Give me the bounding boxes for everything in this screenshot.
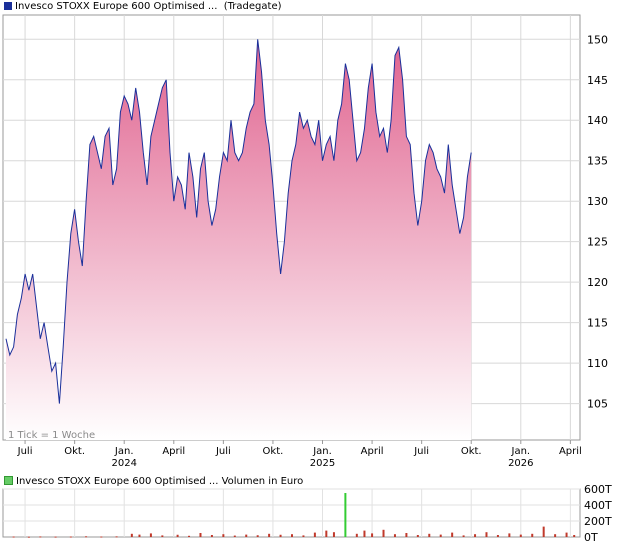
volume-bar bbox=[115, 536, 118, 538]
volume-bar bbox=[210, 535, 213, 537]
y-tick-label: 130 bbox=[587, 195, 608, 208]
volume-y-axis: 600T 400T 200T 0T bbox=[584, 483, 612, 544]
volume-y-tick-label: 0T bbox=[584, 531, 598, 544]
volume-bar bbox=[256, 535, 259, 537]
volume-bar bbox=[428, 533, 431, 537]
volume-chart-title: Invesco STOXX Europe 600 Optimised ... V… bbox=[16, 476, 304, 487]
volume-bar bbox=[130, 533, 133, 537]
y-tick-label: 135 bbox=[587, 155, 608, 168]
y-tick-label: 145 bbox=[587, 74, 608, 87]
price-chart-source: (Tradegate) bbox=[223, 1, 282, 12]
volume-bar bbox=[485, 532, 488, 537]
volume-bar bbox=[363, 530, 366, 537]
volume-bar bbox=[508, 533, 511, 537]
volume-bar bbox=[439, 534, 442, 537]
price-y-axis: 105 110 115 120 125 130 135 140 145 150 bbox=[587, 33, 608, 410]
volume-bar bbox=[233, 535, 236, 537]
volume-y-tick-label: 200T bbox=[584, 515, 612, 528]
volume-bar bbox=[138, 534, 141, 537]
volume-bar bbox=[474, 534, 477, 537]
volume-bar bbox=[332, 532, 335, 537]
volume-bar bbox=[27, 536, 30, 538]
volume-bar bbox=[199, 533, 202, 537]
volume-chart-legend: Invesco STOXX Europe 600 Optimised ... V… bbox=[4, 476, 303, 488]
volume-bar bbox=[531, 533, 534, 537]
price-area bbox=[6, 39, 472, 441]
volume-bar bbox=[355, 533, 358, 537]
volume-bar bbox=[149, 533, 152, 537]
volume-bar bbox=[565, 532, 568, 537]
y-tick-label: 115 bbox=[587, 317, 608, 330]
volume-y-tick-label: 400T bbox=[584, 499, 612, 512]
tick-note: 1 Tick = 1 Woche bbox=[8, 430, 95, 441]
y-tick-label: 110 bbox=[587, 357, 608, 370]
x-tick-label: Jan. bbox=[511, 446, 531, 457]
volume-bar bbox=[100, 536, 103, 538]
x-tick-label: April bbox=[162, 446, 185, 457]
volume-bars bbox=[12, 493, 576, 538]
price-line bbox=[5, 39, 472, 404]
x-tick-label: Okt. bbox=[64, 446, 85, 457]
volume-bar bbox=[222, 534, 225, 537]
x-tick-label: Juli bbox=[413, 446, 429, 457]
y-tick-label: 140 bbox=[587, 114, 608, 127]
volume-bar bbox=[382, 529, 385, 537]
x-tick-label: Okt. bbox=[461, 446, 482, 457]
volume-grid bbox=[3, 488, 580, 537]
volume-bar bbox=[405, 533, 408, 537]
volume-bar bbox=[69, 536, 72, 538]
y-tick-label: 120 bbox=[587, 276, 608, 289]
volume-bar bbox=[344, 493, 347, 537]
x-tick-year: 2026 bbox=[508, 458, 533, 469]
volume-bar bbox=[371, 533, 374, 537]
volume-plot-area bbox=[2, 488, 581, 538]
volume-bar bbox=[245, 534, 248, 537]
volume-bar bbox=[176, 534, 179, 537]
volume-bar bbox=[542, 526, 545, 537]
volume-bar bbox=[451, 532, 454, 537]
x-tick-label: April bbox=[559, 446, 582, 457]
volume-bar bbox=[54, 536, 57, 538]
y-tick-label: 150 bbox=[587, 33, 608, 46]
volume-bar bbox=[393, 534, 396, 537]
price-series-swatch bbox=[4, 2, 12, 10]
y-tick-label: 125 bbox=[587, 236, 608, 249]
x-tick-label: Okt. bbox=[263, 446, 284, 457]
volume-bar bbox=[85, 536, 88, 538]
volume-bar bbox=[268, 533, 271, 537]
x-tick-year: 2025 bbox=[310, 458, 335, 469]
volume-bar bbox=[554, 534, 557, 537]
x-tick-label: April bbox=[361, 446, 384, 457]
x-tick-label: Juli bbox=[215, 446, 231, 457]
volume-bar bbox=[279, 534, 282, 537]
volume-bar bbox=[496, 535, 499, 537]
volume-bar bbox=[188, 535, 191, 537]
volume-bar bbox=[39, 536, 42, 538]
x-tick-label: Jan. bbox=[312, 446, 332, 457]
y-tick-label: 105 bbox=[587, 398, 608, 411]
volume-series-swatch bbox=[4, 476, 13, 485]
price-chart-legend: Invesco STOXX Europe 600 Optimised ... (… bbox=[4, 1, 282, 13]
volume-y-tick-label: 600T bbox=[584, 483, 612, 496]
volume-bar bbox=[519, 534, 522, 537]
volume-bar bbox=[325, 530, 328, 537]
x-tick-year: 2024 bbox=[111, 458, 136, 469]
volume-bar bbox=[416, 535, 419, 537]
price-chart-title: Invesco STOXX Europe 600 Optimised ... bbox=[15, 1, 218, 12]
volume-bar bbox=[291, 534, 293, 537]
volume-bar bbox=[161, 535, 164, 537]
x-tick-label: Juli bbox=[17, 446, 33, 457]
volume-bar bbox=[573, 535, 576, 537]
volume-bar bbox=[12, 536, 15, 538]
volume-bar bbox=[302, 535, 305, 537]
x-tick-label: Jan. bbox=[114, 446, 134, 457]
volume-bar bbox=[313, 532, 316, 537]
volume-bar bbox=[462, 535, 465, 537]
